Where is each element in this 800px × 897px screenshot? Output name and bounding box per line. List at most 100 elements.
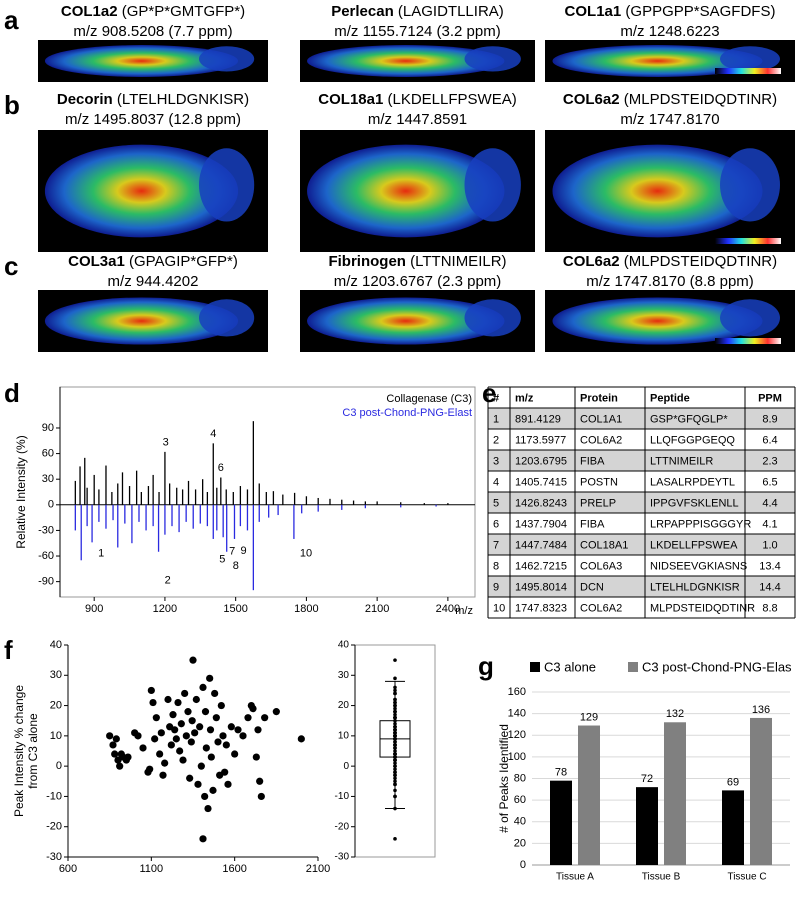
tissue (307, 297, 505, 345)
table-cell: MLPDSTEIDQDTINR (650, 602, 755, 614)
point (204, 804, 212, 813)
box-point (393, 782, 397, 787)
box-point (393, 761, 397, 765)
x-tick-label: 1800 (294, 603, 318, 615)
table-cell: GSP*GFQGLP* (650, 413, 728, 425)
table-cell: 6 (493, 518, 499, 530)
box-point (393, 764, 397, 768)
table-cell: 1.0 (762, 539, 777, 551)
table-cell: 1203.6795 (515, 455, 567, 467)
point (211, 689, 219, 698)
peptide: (GP*P*GMTGFP*) (122, 3, 245, 20)
legend-entry: C3 post-Chond-PNG-Elast (342, 407, 472, 419)
x-tick-label: 2100 (306, 863, 330, 875)
box-point (393, 676, 397, 681)
legend-entry: C3 post-Chond-PNG-Elas (642, 659, 792, 674)
box-point (393, 734, 397, 738)
point (254, 726, 262, 734)
peak-annotation: 4 (210, 428, 216, 440)
table-cell: LKDELLFPSWEA (650, 539, 738, 551)
table-cell: COL6A2 (580, 602, 622, 614)
protein-name: COL18a1 (318, 91, 383, 108)
y-tick-label: -90 (38, 576, 54, 588)
tissue (199, 148, 255, 222)
tissue (464, 299, 521, 337)
panel-label: e (482, 378, 496, 408)
point (111, 750, 119, 758)
panel-label: a (4, 5, 19, 35)
y-tick-label: 40 (338, 640, 350, 651)
peptide: (MLPDSTEIDQDTINR) (624, 253, 777, 270)
point (222, 741, 230, 749)
panel-label: g (478, 651, 494, 681)
image-title: Fibrinogen (LTTNIMEILR) (328, 253, 506, 270)
y-tick-label: 0 (343, 761, 349, 772)
peak-annotation: 1 (98, 547, 104, 559)
image-title: COL3a1 (GPAGIP*GFP*) (68, 253, 238, 270)
box-point (393, 703, 397, 708)
legend-swatch (530, 662, 540, 672)
point (112, 735, 120, 743)
tissue (199, 299, 255, 337)
y-tick-label: 160 (508, 686, 526, 698)
point (106, 732, 114, 740)
table-cell: 13.4 (759, 560, 780, 572)
point (192, 695, 200, 704)
box-point (393, 776, 397, 781)
bar (636, 787, 658, 865)
table-cell: 7 (493, 539, 499, 551)
box-point (393, 794, 397, 799)
peak-annotation: 8 (233, 560, 239, 572)
table-cell: 1495.8014 (515, 581, 567, 593)
x-tick-label: 1600 (222, 863, 246, 875)
table-cell: 14.4 (759, 581, 780, 593)
table-cell: m/z (515, 392, 534, 404)
table-cell: 6.5 (762, 476, 777, 488)
peak-annotation: 9 (240, 545, 246, 557)
box-point (393, 737, 397, 741)
point (219, 732, 227, 740)
box-point (393, 758, 397, 762)
point (177, 720, 185, 728)
point (234, 726, 242, 734)
y-tick-label: -60 (38, 550, 54, 562)
point (201, 708, 210, 716)
point (149, 698, 157, 707)
x-tick-label: 900 (85, 603, 103, 615)
table-cell: POSTN (580, 476, 618, 488)
point (214, 738, 222, 746)
peak-annotation: 5 (219, 553, 225, 565)
table-cell: 3 (493, 455, 499, 467)
table-cell: COL18A1 (580, 539, 628, 551)
bar-value-label: 132 (666, 708, 684, 720)
point (134, 732, 142, 740)
table-cell: NIDSEEVGKIASNS (650, 560, 747, 572)
color-scale (715, 338, 781, 344)
table-cell: Protein (580, 392, 618, 404)
y-axis-title: from C3 alone (26, 713, 40, 789)
box-point (393, 837, 397, 841)
point (272, 708, 280, 716)
point (124, 753, 132, 761)
point (116, 762, 124, 770)
tissue (720, 148, 780, 222)
y-tick-label: 0 (48, 499, 54, 511)
y-tick-label: 10 (50, 730, 62, 742)
point (244, 714, 252, 722)
x-tick-label: Tissue B (642, 872, 681, 883)
box-point (393, 740, 397, 744)
table-cell: 1747.8323 (515, 602, 567, 614)
y-tick-label: -20 (335, 821, 350, 832)
point (189, 656, 197, 664)
box-point (393, 749, 397, 753)
y-axis-title: Peak Intensity % change (12, 685, 26, 817)
protein-name: Decorin (57, 91, 113, 108)
y-tick-label: -20 (46, 821, 62, 833)
box-point (393, 691, 397, 696)
y-tick-label: 40 (514, 816, 526, 828)
y-tick-label: 0 (56, 760, 62, 772)
box-point (393, 715, 397, 720)
point (157, 729, 165, 737)
table-cell: Peptide (650, 392, 690, 404)
